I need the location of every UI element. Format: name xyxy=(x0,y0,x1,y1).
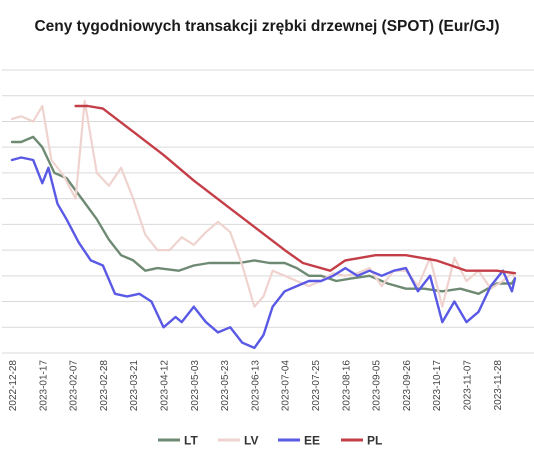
legend-label-lv: LV xyxy=(244,434,258,448)
series-line-ee xyxy=(10,156,517,350)
x-tick-label: 2022-12-28 xyxy=(8,360,19,412)
series-line-lt xyxy=(10,135,517,295)
chart-title: Ceny tygodniowych transakcji zrębki drze… xyxy=(34,18,499,35)
x-tick-label: 2023-06-13 xyxy=(250,360,261,412)
x-tick-label: 2023-07-25 xyxy=(311,360,322,412)
legend-label-ee: EE xyxy=(304,434,320,448)
legend-label-lt: LT xyxy=(184,434,198,448)
series-line-pl xyxy=(74,104,517,275)
x-tick-label: 2023-04-12 xyxy=(160,360,171,412)
x-tick-label: 2023-05-03 xyxy=(190,360,201,412)
x-tick-label: 2023-02-28 xyxy=(99,360,110,412)
x-tick-label: 2023-10-17 xyxy=(432,360,443,412)
x-tick-label: 2023-11-28 xyxy=(493,360,504,411)
legend: LT LV EE PL xyxy=(158,434,382,448)
x-tick-label: 2023-03-21 xyxy=(129,360,140,412)
x-tick-label: 2023-05-23 xyxy=(220,360,231,412)
x-tick-label: 2023-07-04 xyxy=(281,360,292,412)
x-tick-label: 2023-08-16 xyxy=(341,360,352,412)
x-tick-label: 2023-11-07 xyxy=(463,360,474,411)
x-tick-label: 2023-01-17 xyxy=(38,360,49,412)
series-line-lv xyxy=(10,99,517,308)
series-lines xyxy=(10,99,517,350)
x-tick-label: 2023-02-07 xyxy=(69,360,80,412)
x-tick-label: 2023-09-05 xyxy=(372,360,383,412)
x-tick-label: 2023-09-26 xyxy=(402,360,413,412)
grid xyxy=(2,69,534,354)
x-axis-ticks: 2022-12-28 2023-01-17 2023-02-07 2023-02-28… xyxy=(8,360,504,412)
legend-label-pl: PL xyxy=(367,434,382,448)
